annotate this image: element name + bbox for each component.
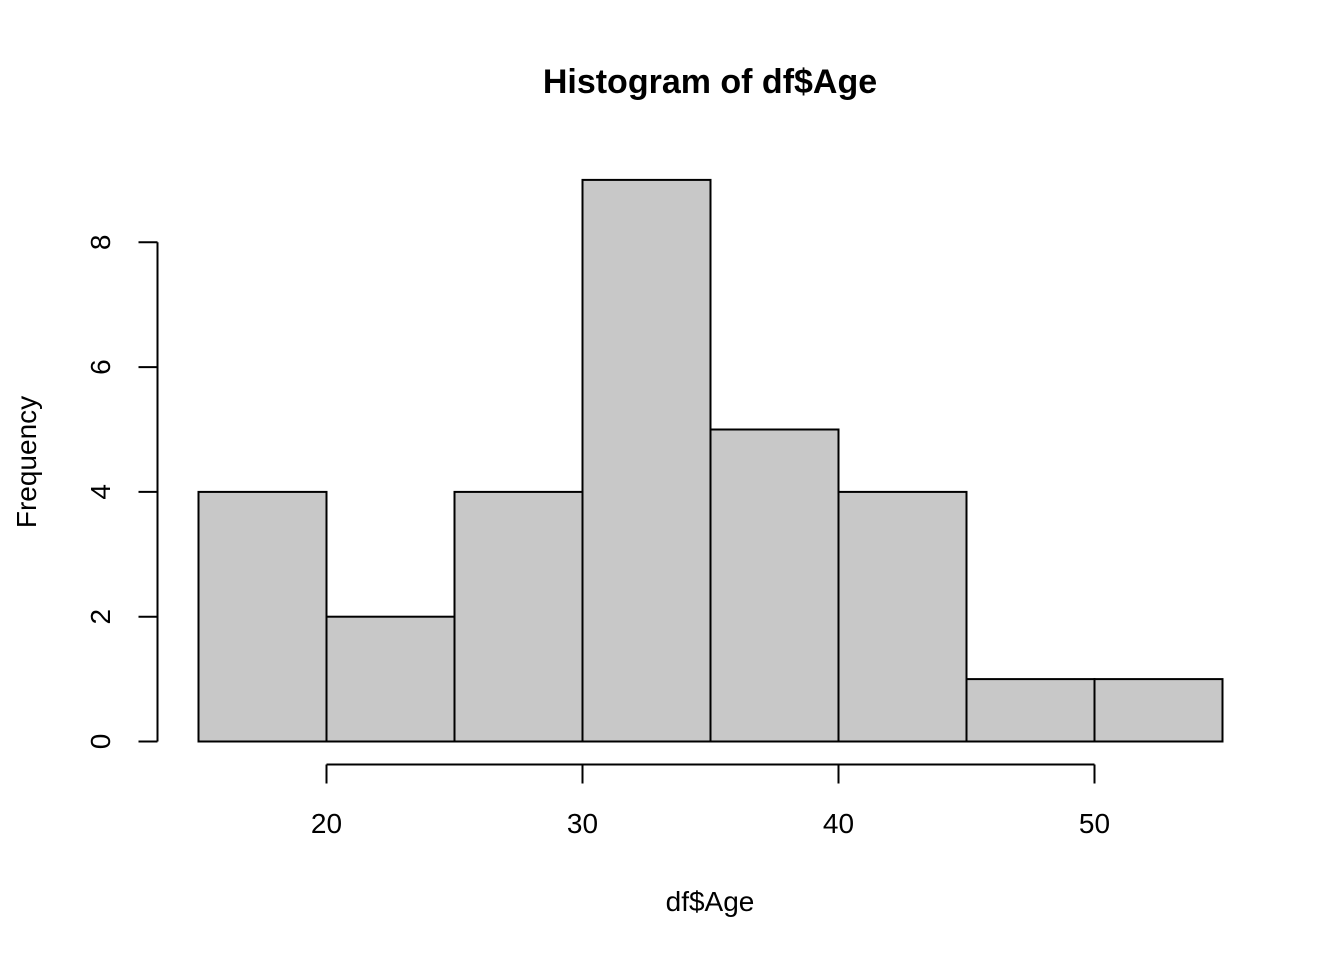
y-axis: 0 2 4 6 8: [85, 235, 159, 750]
y-tick-label-8: 8: [85, 235, 116, 251]
x-tick-label-50: 50: [1079, 808, 1110, 839]
x-axis-label: df$Age: [666, 886, 755, 917]
y-tick-label-0: 0: [85, 734, 116, 750]
x-axis: 20 30 40 50: [311, 763, 1110, 839]
y-axis-label: Frequency: [11, 396, 42, 528]
x-tick-label-30: 30: [567, 808, 598, 839]
histogram-bar-50-55: [1093, 678, 1224, 743]
x-tick-label-20: 20: [311, 808, 342, 839]
x-tick-label-40: 40: [823, 808, 854, 839]
histogram-bar-30-35: [581, 178, 712, 743]
histogram-bar-40-45: [837, 490, 968, 743]
chart-title: Histogram of df$Age: [543, 63, 877, 101]
histogram-bar-35-40: [709, 428, 840, 743]
histogram-bar-25-30: [453, 490, 584, 743]
y-tick-label-2: 2: [85, 609, 116, 625]
histogram-bar-45-50: [965, 678, 1096, 743]
histogram-bar-20-25: [325, 615, 456, 743]
y-tick-label-6: 6: [85, 359, 116, 375]
histogram-bar-15-20: [197, 490, 328, 743]
bars-group: [197, 178, 1224, 743]
y-tick-label-4: 4: [85, 484, 116, 500]
